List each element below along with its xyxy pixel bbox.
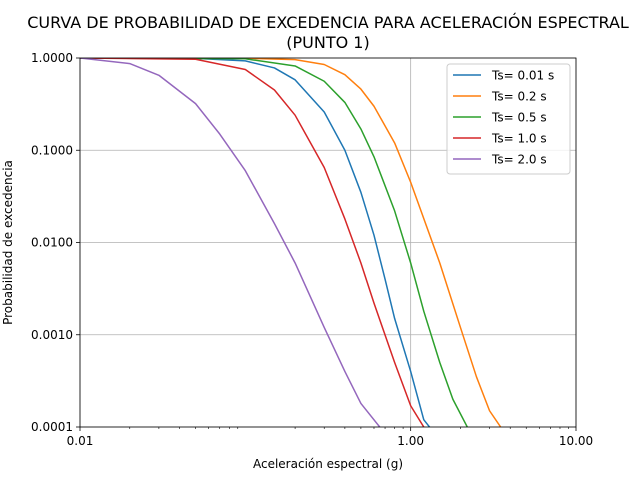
x-tick-label: 0.01 bbox=[67, 434, 94, 448]
series-line-4 bbox=[80, 58, 425, 427]
y-tick-label: 0.0010 bbox=[31, 328, 73, 342]
chart-title-line1: CURVA DE PROBABILIDAD DE EXCEDENCIA PARA… bbox=[27, 13, 629, 32]
x-axis-label: Aceleración espectral (g) bbox=[253, 457, 403, 471]
series-line-2 bbox=[80, 58, 502, 427]
y-tick-label: 0.0001 bbox=[31, 420, 73, 434]
x-tick-label: 10.00 bbox=[559, 434, 593, 448]
legend-label: Ts= 0.5 s bbox=[491, 111, 547, 125]
legend: Ts= 0.01 s Ts= 0.2 s Ts= 0.5 s Ts= 1.0 s Ts=… bbox=[446, 63, 571, 175]
chart-title-line2: (PUNTO 1) bbox=[286, 33, 369, 52]
y-tick-label: 0.1000 bbox=[31, 143, 73, 157]
series-line-5 bbox=[80, 58, 381, 427]
legend-label: Ts= 2.0 s bbox=[491, 153, 547, 167]
y-tick-label: 1.0000 bbox=[31, 51, 73, 65]
series-line-1 bbox=[80, 58, 431, 427]
legend-label: Ts= 0.2 s bbox=[491, 90, 547, 104]
y-tick-label: 0.0100 bbox=[31, 236, 73, 250]
x-tick-label: 1.00 bbox=[397, 434, 424, 448]
legend-label: Ts= 1.0 s bbox=[491, 132, 547, 146]
legend-label: Ts= 0.01 s bbox=[491, 69, 554, 83]
series-lines bbox=[80, 58, 502, 427]
series-line-3 bbox=[80, 58, 469, 427]
legend-box bbox=[446, 63, 571, 175]
axis-ticks: 0.01 1.00 10.00 0.0001 0.0010 0.0100 0.1000 1.0… bbox=[31, 51, 593, 448]
y-axis-label: Probabilidad de excedencia bbox=[1, 160, 15, 325]
